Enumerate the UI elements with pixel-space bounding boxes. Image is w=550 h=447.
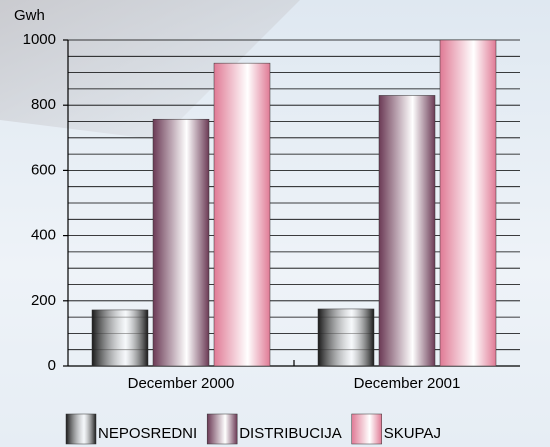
legend-label: NEPOSREDNI [98, 425, 197, 442]
bar [378, 95, 436, 367]
y-tick-label: 600 [31, 161, 56, 178]
legend-swatch [351, 413, 382, 445]
legend-swatch [65, 413, 97, 445]
bar [439, 39, 497, 367]
bar [91, 309, 149, 367]
legend-swatch [206, 413, 238, 445]
legend-label: DISTRIBUCIJA [239, 425, 342, 442]
y-tick-label: 1000 [23, 31, 56, 48]
x-tick-label: December 2001 [354, 375, 461, 392]
y-tick-label: 200 [31, 292, 56, 309]
x-tick-label: December 2000 [128, 375, 235, 392]
bar [152, 118, 210, 367]
y-tick-label: 0 [48, 357, 56, 374]
y-tick-label: 400 [31, 227, 56, 244]
y-tick-label: 800 [31, 96, 56, 113]
bar [317, 308, 375, 367]
y-axis-label: Gwh [14, 7, 45, 24]
bar [213, 62, 271, 367]
legend-label: SKUPAJ [384, 425, 441, 442]
